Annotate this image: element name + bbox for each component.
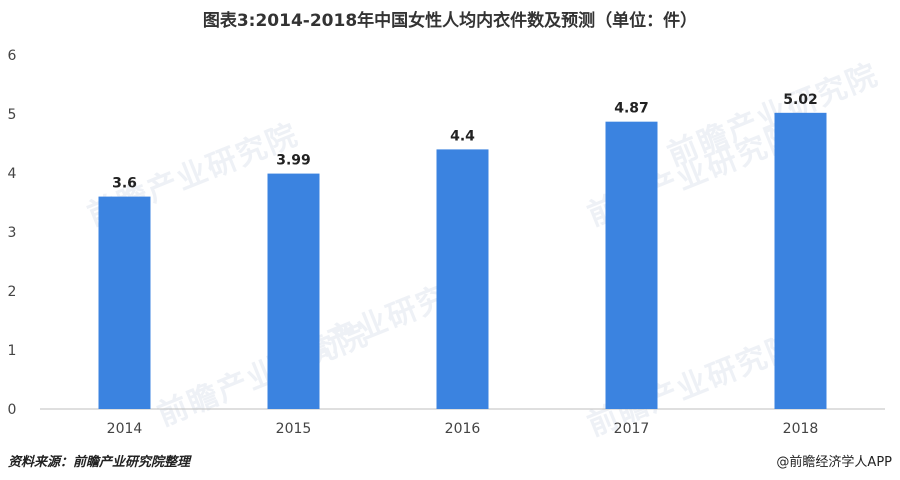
data-label-2014: 3.6 xyxy=(112,176,137,192)
bar-2017 xyxy=(605,121,658,410)
x-tick-label-2016: 2016 xyxy=(445,421,481,437)
y-tick-label: 2 xyxy=(8,284,17,300)
data-label-2016: 4.4 xyxy=(450,128,475,144)
x-tick-label-2015: 2015 xyxy=(276,421,312,437)
bar-2016 xyxy=(436,149,489,409)
y-tick-label: 0 xyxy=(8,402,17,418)
credit-text: @前瞻经济学人APP xyxy=(776,455,892,470)
y-axis-ticks: 0 1 2 3 4 5 6 xyxy=(8,48,17,418)
y-tick-label: 6 xyxy=(8,48,17,64)
data-label-2015: 3.99 xyxy=(276,153,311,169)
y-tick-label: 5 xyxy=(8,107,17,123)
data-label-2018: 5.02 xyxy=(783,92,818,108)
y-tick-label: 3 xyxy=(8,225,17,241)
bars xyxy=(98,112,827,410)
data-label-2017: 4.87 xyxy=(614,101,649,117)
x-tick-label-2018: 2018 xyxy=(783,421,819,437)
x-axis-ticks: 2014 2015 2016 2017 2018 xyxy=(107,421,819,437)
chart-title: 图表3:2014-2018年中国女性人均内衣件数及预测（单位：件） xyxy=(202,11,698,31)
y-tick-label: 1 xyxy=(8,343,17,359)
data-labels: 3.6 3.99 4.4 4.87 5.02 xyxy=(112,92,818,192)
bar-2014 xyxy=(98,196,151,409)
bar-2018 xyxy=(774,112,827,409)
x-tick-label-2017: 2017 xyxy=(614,421,650,437)
source-note: 资料来源：前瞻产业研究院整理 xyxy=(8,455,191,470)
x-tick-label-2014: 2014 xyxy=(107,421,143,437)
y-tick-label: 4 xyxy=(8,166,17,182)
bar-2015 xyxy=(267,173,320,409)
